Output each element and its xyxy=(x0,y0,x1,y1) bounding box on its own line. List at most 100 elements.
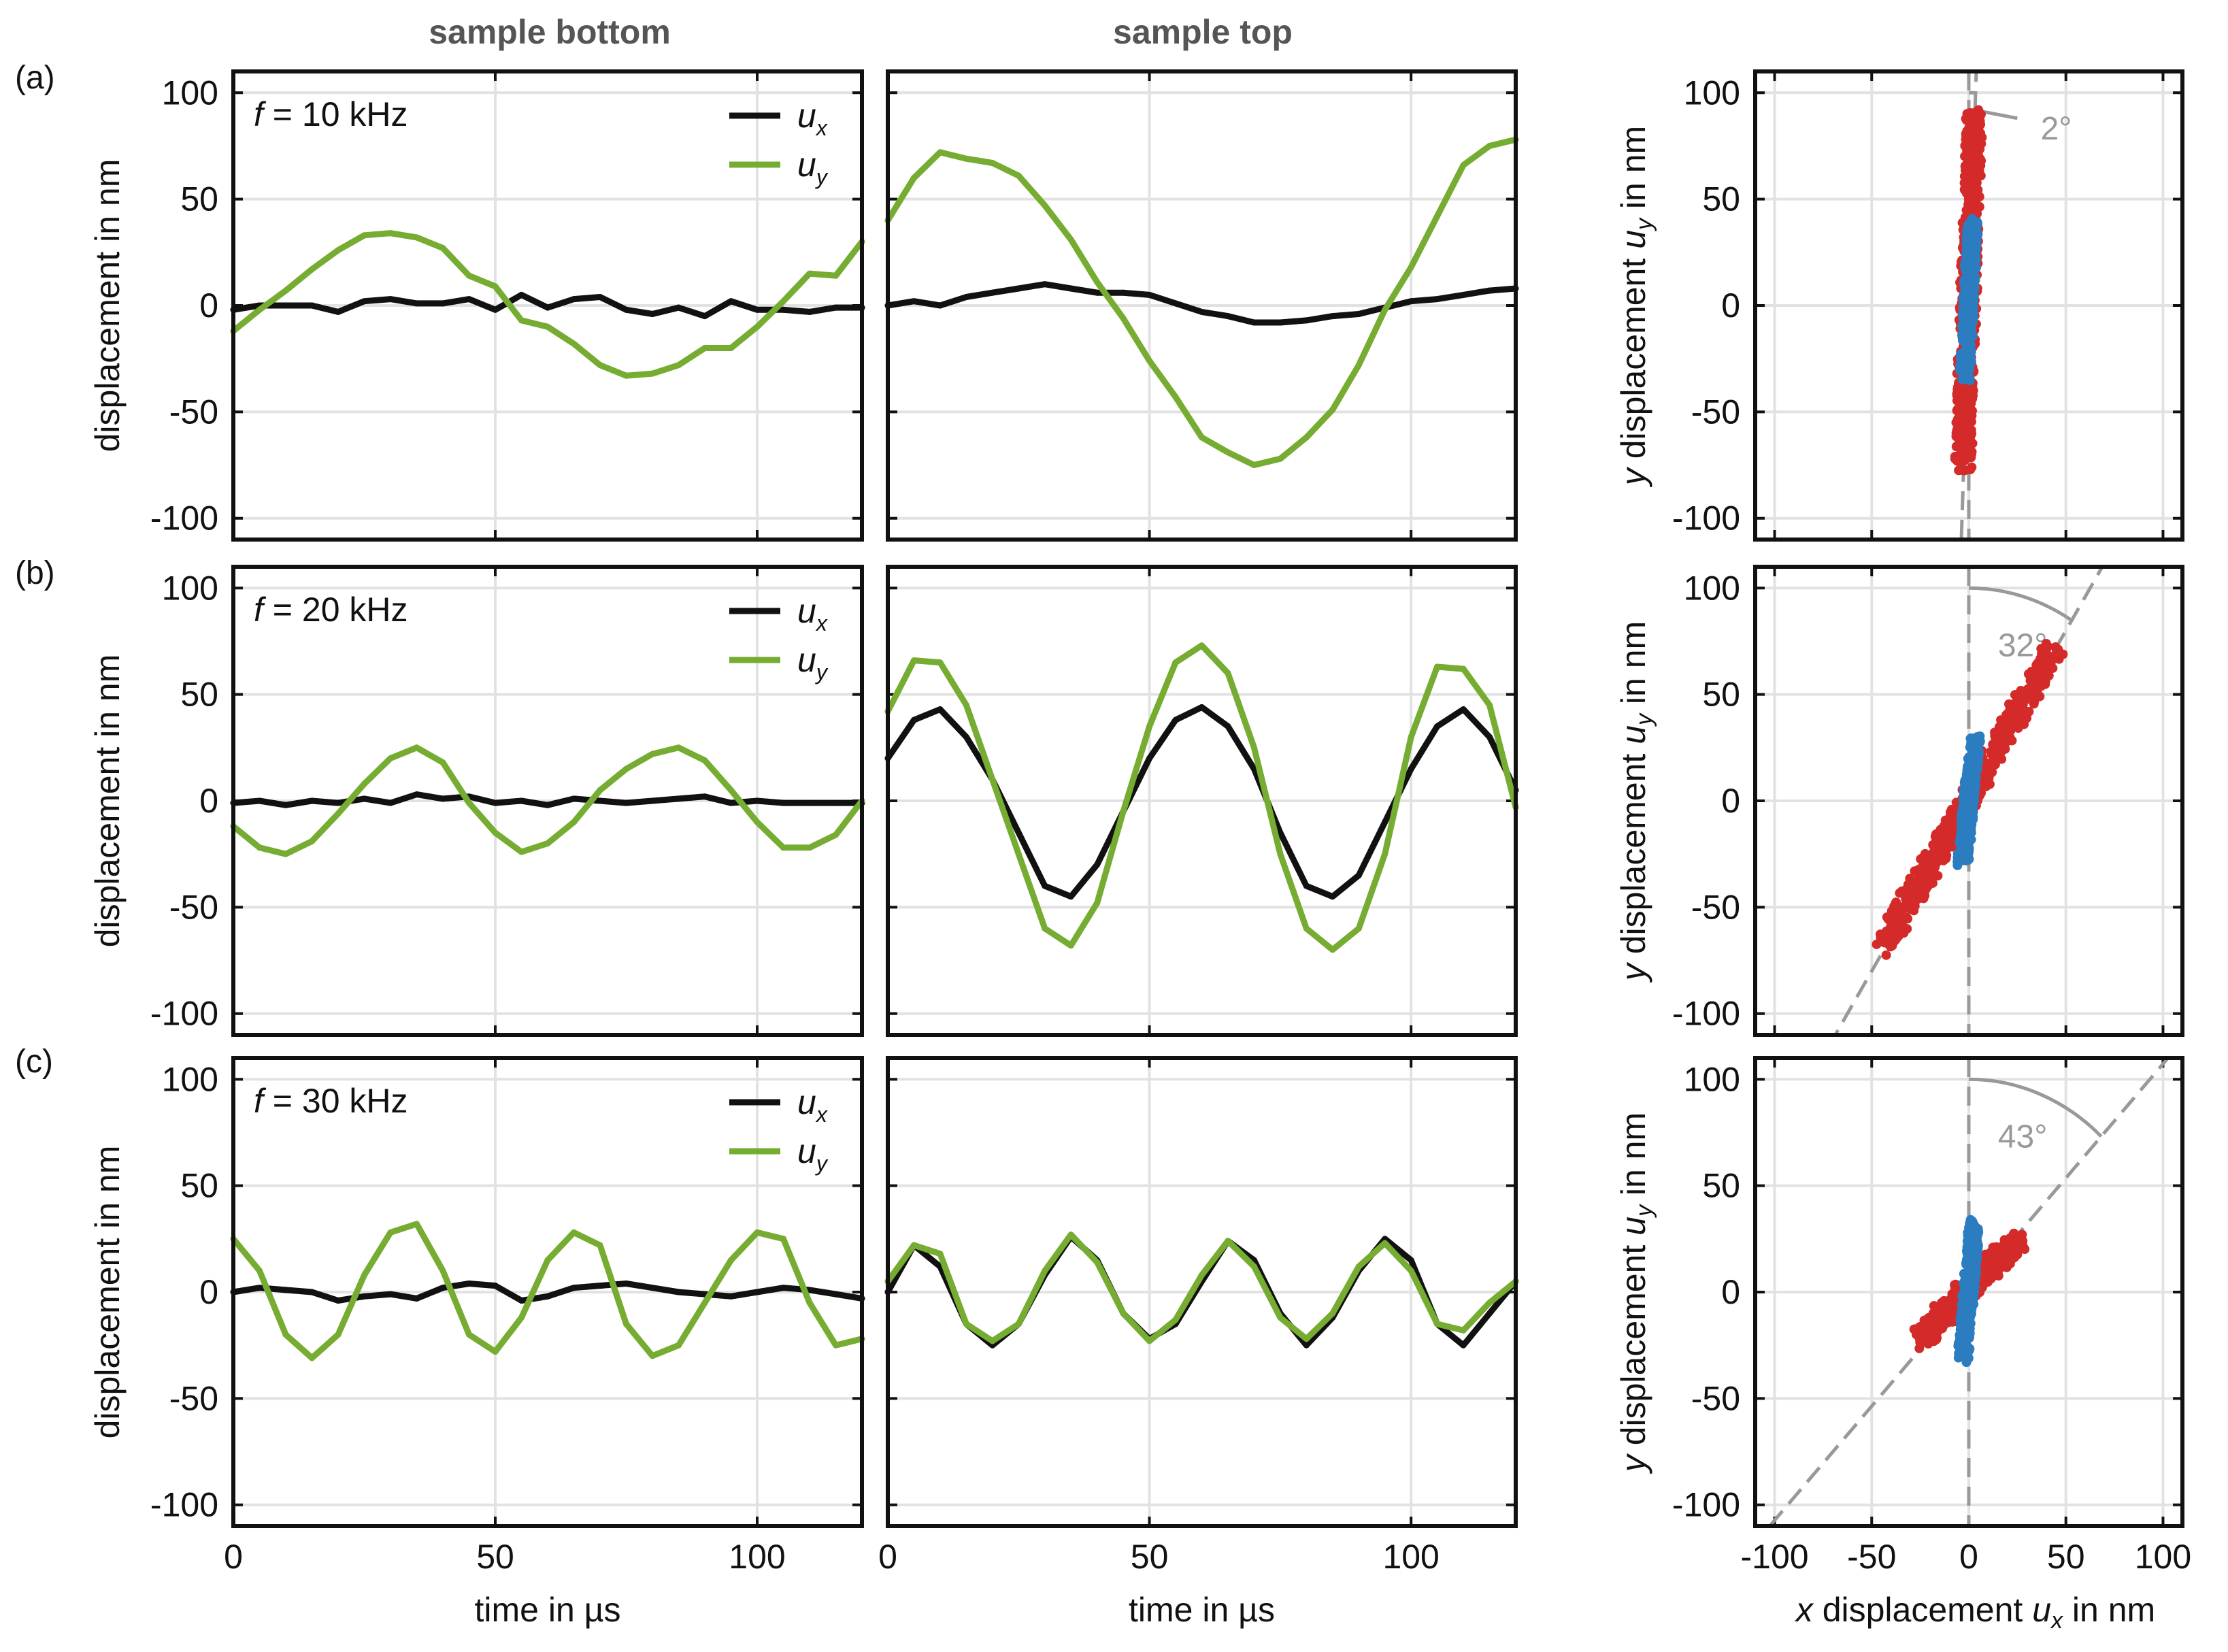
frequency-label: f = 20 kHz xyxy=(254,591,408,629)
scatter-point-top xyxy=(1969,251,1979,261)
scatter-point-top xyxy=(1959,1313,1969,1323)
data-point-ux xyxy=(309,1289,315,1295)
data-point-ux xyxy=(1486,733,1493,740)
y-tick-label: -100 xyxy=(150,499,218,538)
data-point-ux xyxy=(1042,882,1048,889)
data-point-uy xyxy=(1094,899,1101,906)
scatter-point-bottom xyxy=(1923,1332,1933,1342)
scatter-point-top xyxy=(1968,239,1978,249)
data-point-uy xyxy=(1486,142,1493,149)
data-point-ux xyxy=(544,1293,551,1300)
data-point-ux xyxy=(623,799,629,806)
data-point-uy xyxy=(1042,1268,1048,1274)
y-tick-label: 100 xyxy=(162,73,218,112)
data-point-uy xyxy=(754,819,761,825)
panel-c-sample-bottom: -100 -50 0 50 100 0 50 100 time in µs displacemen… xyxy=(88,1056,865,1629)
scatter-point-bottom xyxy=(1910,901,1920,911)
data-point-uy xyxy=(963,1321,969,1327)
data-point-uy xyxy=(335,810,342,817)
data-point-ux xyxy=(701,313,708,320)
data-point-uy xyxy=(780,1236,786,1242)
data-point-uy xyxy=(1355,362,1362,369)
data-point-uy xyxy=(544,323,551,330)
data-point-uy xyxy=(1225,449,1231,456)
data-point-ux xyxy=(439,795,446,802)
data-point-uy xyxy=(597,1242,603,1249)
data-point-uy xyxy=(1199,1272,1205,1278)
data-point-uy xyxy=(676,1342,682,1349)
data-point-uy xyxy=(414,744,420,751)
scatter-point-top xyxy=(1965,288,1976,299)
data-point-uy xyxy=(1146,357,1153,364)
data-point-ux xyxy=(1199,704,1205,710)
scatter-point-bottom xyxy=(1966,449,1976,459)
panel-b-sample-bottom: -100 -50 0 50 100 displacement in nm f = 20 kH… xyxy=(88,565,865,1037)
scatter-point-bottom xyxy=(1969,174,1980,184)
data-point-uy xyxy=(1120,808,1127,815)
data-point-uy xyxy=(1067,1232,1074,1238)
scatter-point-top xyxy=(1955,361,1965,371)
angle-label: 43° xyxy=(1998,1119,2048,1155)
scatter-point-bottom xyxy=(1951,418,1961,428)
data-point-ux xyxy=(989,1342,996,1349)
scatter-point-top xyxy=(1973,1229,1983,1239)
data-point-ux xyxy=(1250,319,1257,326)
data-point-uy xyxy=(518,848,525,855)
scatter-point-bottom xyxy=(1884,940,1895,951)
scatter-point-bottom xyxy=(2035,691,2045,701)
column-title-top: sample top xyxy=(1113,13,1293,51)
y-tick-label: -50 xyxy=(1691,1379,1740,1417)
data-point-ux xyxy=(282,1287,289,1293)
scatter-point-bottom xyxy=(2001,716,2011,726)
scatter-point-bottom xyxy=(1903,899,1913,910)
data-point-ux xyxy=(1225,723,1231,730)
scatter-point-bottom xyxy=(1889,919,1899,929)
data-point-uy xyxy=(466,1332,472,1338)
scatter-point-bottom xyxy=(2035,680,2045,691)
data-point-uy xyxy=(1408,733,1414,740)
scatter-point-bottom xyxy=(2005,733,2015,743)
data-point-ux xyxy=(1486,287,1493,294)
data-point-uy xyxy=(1460,665,1467,672)
y-tick-label: 50 xyxy=(180,676,218,714)
data-point-uy xyxy=(989,776,996,783)
data-point-uy xyxy=(1277,455,1284,462)
data-point-ux xyxy=(910,716,917,723)
data-point-uy xyxy=(1225,670,1231,676)
data-point-uy xyxy=(256,844,263,851)
data-point-uy xyxy=(1199,642,1205,649)
scatter-point-bottom xyxy=(1913,882,1923,893)
scatter-point-bottom xyxy=(1943,823,1953,833)
data-point-ux xyxy=(335,308,342,315)
axes-frame xyxy=(1753,1056,2184,1528)
y-tick-label: 0 xyxy=(1721,1273,1740,1311)
data-point-ux xyxy=(414,300,420,307)
scatter-point-bottom xyxy=(1968,385,1978,395)
data-point-uy xyxy=(623,1321,629,1327)
data-point-ux xyxy=(571,1285,577,1291)
data-point-uy xyxy=(910,657,917,664)
data-point-ux xyxy=(649,797,656,804)
data-point-ux xyxy=(414,791,420,798)
scatter-point-bottom xyxy=(1938,840,1948,850)
data-point-ux xyxy=(1329,893,1336,900)
data-point-uy xyxy=(518,317,525,324)
x-tick-label: 100 xyxy=(729,1538,785,1576)
scatter-point-bottom xyxy=(2036,644,2046,654)
axes-frame xyxy=(231,69,864,542)
y-axis-label: y displacement uy in nm xyxy=(1614,1112,1657,1474)
data-point-ux xyxy=(309,302,315,309)
data-point-ux xyxy=(1172,300,1179,307)
data-point-uy xyxy=(282,287,289,294)
scatter-point-top xyxy=(1969,757,1979,767)
data-point-uy xyxy=(623,372,629,379)
scatter-point-bottom xyxy=(1892,902,1902,912)
data-point-uy xyxy=(492,283,499,290)
data-point-uy xyxy=(1015,172,1022,179)
data-point-ux xyxy=(623,1280,629,1287)
data-point-uy xyxy=(439,1268,446,1274)
scatter-point-bottom xyxy=(1963,416,1973,427)
scatter-point-bottom xyxy=(1945,807,1955,817)
data-point-ux xyxy=(1225,313,1231,320)
